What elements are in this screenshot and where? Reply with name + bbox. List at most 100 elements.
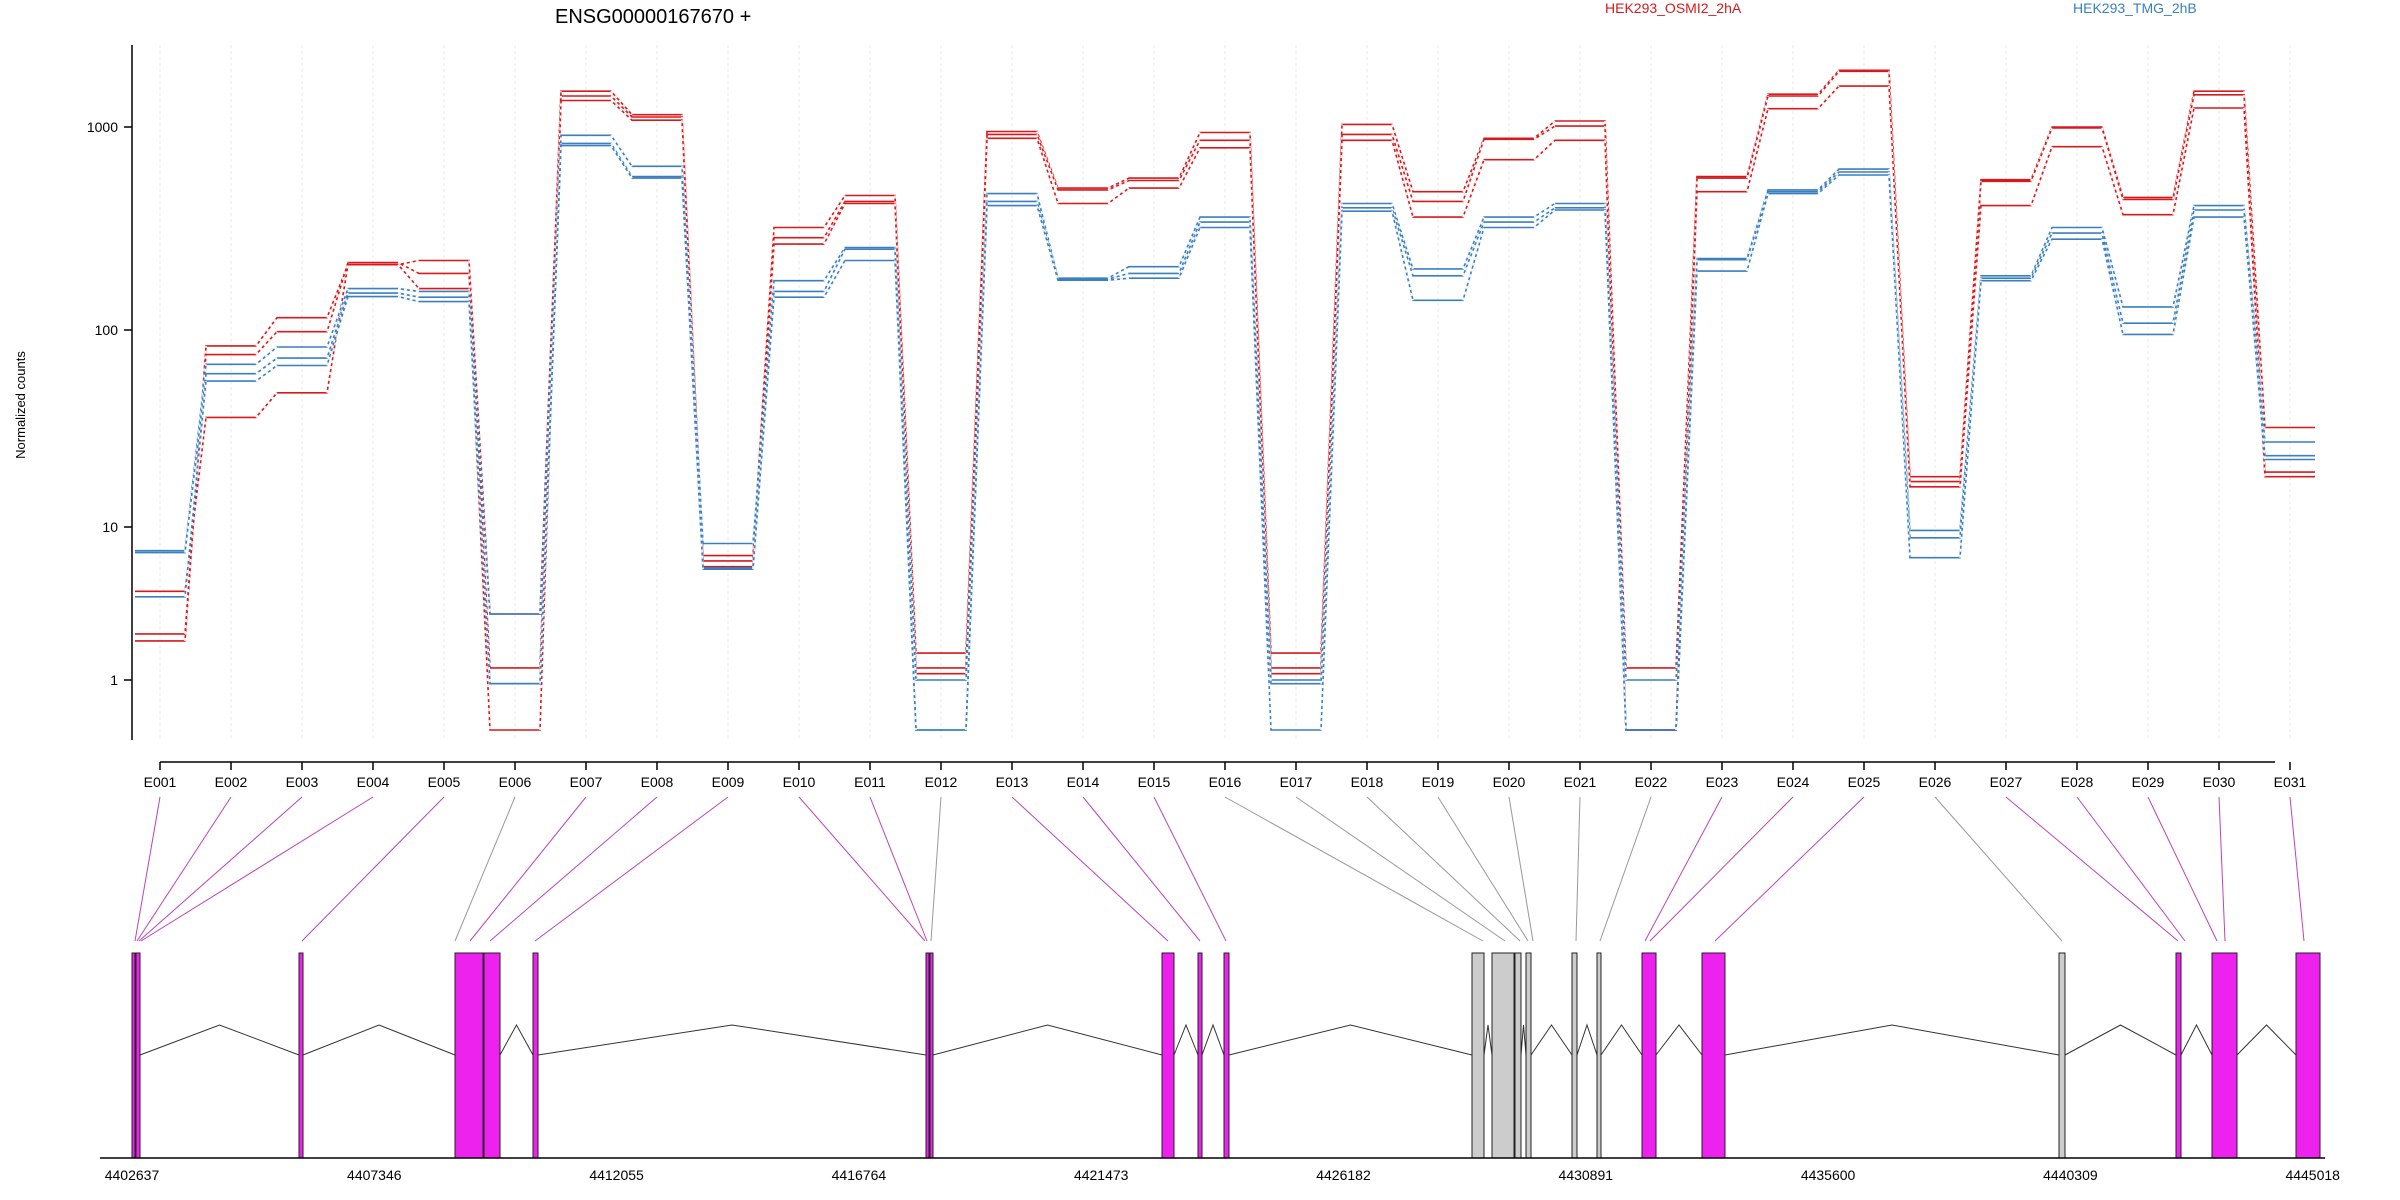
intron-line [932,1024,1163,1056]
y-tick-label: 1000 [87,119,118,135]
exon-connector [454,796,516,942]
series-transition [184,145,2266,731]
y-tick-label: 1 [110,672,118,688]
x-tick-label: E009 [712,774,745,790]
series-line [135,134,2315,681]
x-tick-label: E015 [1138,774,1171,790]
exon-connector [469,796,587,942]
exon-box [2295,952,2321,1159]
x-tick-label: E022 [1635,774,1668,790]
exon-box [2058,952,2066,1159]
exon-connector [1295,796,1506,942]
legend-label-tmg: HEK293_TMG_2hB [2073,0,2197,16]
x-tick-label: E018 [1351,774,1384,790]
x-tick-label: E011 [854,774,886,790]
exon-connector [798,796,926,942]
plot-lines [135,69,2315,731]
intron-line [1724,1024,2060,1056]
x-tick-label: E010 [783,774,816,790]
series-line [135,144,2315,731]
exon-box [454,952,484,1159]
intron-line [1228,1024,1473,1056]
x-ticks: E001 E002 E003 E004 E005 E006 E007 E008 E009 E010… [144,762,2307,790]
gene-axis-label: 4407346 [347,1167,402,1183]
exon-box [1514,952,1522,1159]
x-tick-label: E017 [1280,774,1313,790]
exon-connector [140,796,374,942]
x-tick-label: E024 [1777,774,1810,790]
exon-connector [136,796,232,942]
exon-connector [1575,796,1581,942]
exon-box [925,952,930,1159]
intron-line [1520,1024,1527,1056]
exon-box [2175,952,2182,1159]
exon-connector [138,796,303,942]
intron-line [1530,1024,1573,1056]
exon-connector [534,796,729,942]
x-tick-label: E004 [357,774,390,790]
intron-line [1600,1024,1643,1056]
exon-connector [1508,796,1534,942]
gene-axis-label: 4402637 [105,1167,160,1183]
exon-box [1197,952,1203,1159]
gene-axis-label: 4426182 [1316,1167,1371,1183]
intron-line [2064,1024,2177,1056]
intron-line [1483,1024,1493,1056]
gene-axis-label: 4421473 [1074,1167,1129,1183]
intron-line [2180,1023,2213,1056]
series-line [135,70,2315,731]
x-tick-label: E027 [1990,774,2023,790]
exon-connector [2289,796,2305,942]
exon-box [1571,952,1578,1159]
legend-label-osmi2: HEK293_OSMI2_2hA [1605,0,1742,16]
exon-box [1161,952,1175,1159]
exon-box [532,952,539,1159]
x-tick-label: E016 [1209,774,1242,790]
y-ticks: 1 10 100 1000 [87,119,132,688]
exon-connector [1649,796,1794,942]
x-tick-label: E006 [499,774,532,790]
intron-line [1173,1023,1199,1056]
intron-line [2236,1024,2297,1056]
exon-box [1525,952,1532,1159]
exon-connector [869,796,928,942]
exon-connector [1366,796,1521,942]
exon-connector [1224,796,1484,942]
chart-title: ENSG00000167670 + [555,6,751,28]
x-tick-label: E005 [428,774,461,790]
exon-connector [1714,796,1865,942]
x-tick-label: E023 [1706,774,1739,790]
gene-axis-label: 4445018 [2285,1167,2340,1183]
exon-connector [2218,796,2226,942]
exon-connector [2005,796,2179,942]
gene-axis-label: 4412055 [589,1167,644,1183]
exon-box [135,952,141,1159]
gene-axis-label: 4430891 [1559,1167,1614,1183]
gene-model [131,952,2321,1159]
axes [131,45,2275,763]
x-tick-label: E030 [2203,774,2236,790]
intron-line [537,1024,927,1056]
x-tick-label: E007 [570,774,603,790]
gene-axis-label: 4440309 [2043,1167,2098,1183]
x-tick-label: E012 [925,774,958,790]
intron-line [1576,1023,1598,1056]
exon-box [2211,952,2238,1159]
exon-box [1596,952,1602,1159]
intron-line [1201,1023,1225,1056]
x-tick-label: E028 [2061,774,2094,790]
intron-line [139,1024,300,1056]
exon-connector [2147,796,2218,942]
intron-line [302,1024,456,1056]
exon-connector [930,796,942,942]
x-tick-label: E029 [2132,774,2165,790]
y-axis-label: Normalized counts [13,351,28,459]
exon-connector [1437,796,1529,942]
gene-axis: 4402637 4407346 4412055 4416764 4421473 44261… [100,1157,2340,1183]
x-tick-label: E025 [1848,774,1881,790]
exon-connector [134,796,161,942]
exon-connector [489,796,658,942]
exon-box [1471,952,1485,1159]
x-tick-label: E013 [996,774,1029,790]
